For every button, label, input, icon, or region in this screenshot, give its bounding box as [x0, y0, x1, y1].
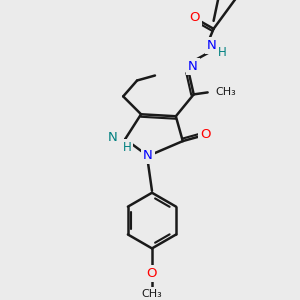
- Text: N: N: [207, 39, 217, 52]
- Text: CH₃: CH₃: [142, 289, 162, 299]
- Text: N: N: [143, 149, 153, 163]
- Text: O: O: [200, 128, 211, 141]
- Text: H: H: [123, 141, 131, 154]
- Text: N: N: [107, 130, 117, 144]
- Text: H: H: [218, 46, 227, 59]
- Text: CH₃: CH₃: [216, 87, 236, 98]
- Text: N: N: [188, 60, 198, 73]
- Text: O: O: [147, 267, 157, 280]
- Text: O: O: [190, 11, 200, 24]
